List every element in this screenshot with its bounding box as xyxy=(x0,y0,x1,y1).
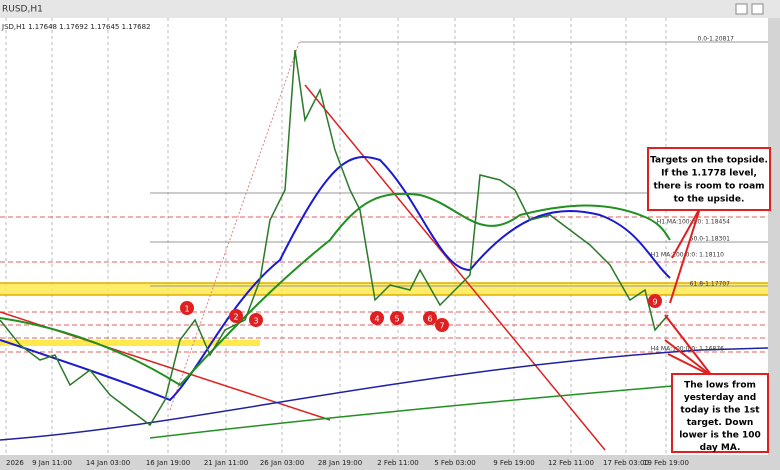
ma-h1-100 xyxy=(0,156,671,402)
x-tick-label: 2026 xyxy=(6,459,24,467)
x-axis: 2026 9 Jan 11:00 14 Jan 03:00 16 Jan 19:00 2… xyxy=(6,459,689,467)
annotation-text: yesterday and xyxy=(684,393,756,403)
x-tick-label: 2 Feb 11:00 xyxy=(377,459,418,467)
x-tick-label: 21 Jan 11:00 xyxy=(204,459,248,467)
marker-circle xyxy=(370,311,384,325)
fib-anchor xyxy=(169,39,301,411)
marker-label: 7 xyxy=(439,322,444,331)
plot-area xyxy=(0,18,768,455)
ohlc-info: JSD,H1 1.17648 1.17692 1.17645 1.17682 xyxy=(1,23,151,31)
grid xyxy=(5,18,667,455)
arrows xyxy=(664,207,713,377)
x-tick-label: 9 Feb 19:00 xyxy=(493,459,534,467)
annotations: Targets on the topside. If the 1.1778 lev… xyxy=(650,156,768,454)
marker-label: 3 xyxy=(253,317,258,326)
x-tick-label: 9 Jan 11:00 xyxy=(32,459,72,467)
price-path xyxy=(0,49,669,427)
level-labels: 0.0-1.20817 H1 MA:100:0:0: 1.18454 50.0-1.… xyxy=(651,36,734,353)
annotation-text: there is room to roam xyxy=(653,182,764,192)
support-band xyxy=(0,283,768,295)
minimize-button[interactable] xyxy=(735,3,748,15)
marker-label: 4 xyxy=(374,315,379,324)
marker-label: 6 xyxy=(427,315,432,324)
annotation-text: If the 1.1778 level, xyxy=(661,169,757,179)
marker-circle xyxy=(180,301,194,315)
annotation-text: today is the 1st xyxy=(680,406,760,416)
marker-circle xyxy=(229,309,243,323)
marker-circle xyxy=(648,294,662,308)
level-label: H1 MA:100:0:0: 1.18454 xyxy=(657,219,730,226)
annotation-text: to the upside. xyxy=(674,195,745,205)
x-tick-label: 17 Feb 03:00 xyxy=(603,459,649,467)
ma-h4-100 xyxy=(0,347,769,441)
annotation-text: day MA. xyxy=(700,443,741,453)
annotation-text: The lows from xyxy=(684,381,756,391)
x-tick-label: 5 Feb 03:00 xyxy=(434,459,475,467)
marker-label: 2 xyxy=(233,313,238,322)
x-tick-label: 28 Jan 19:00 xyxy=(318,459,362,467)
marker-circle xyxy=(435,318,449,332)
marker-label: 5 xyxy=(394,315,399,324)
marker-label: 1 xyxy=(184,305,189,314)
title-bar xyxy=(0,0,780,18)
marker-circle xyxy=(423,311,437,325)
maximize-button[interactable] xyxy=(751,3,764,15)
window-title: RUSD,H1 xyxy=(2,5,43,15)
x-tick-label: 14 Jan 03:00 xyxy=(86,459,130,467)
ma-h1-200 xyxy=(0,192,671,387)
marker-circle xyxy=(249,313,263,327)
marker-label: 9 xyxy=(652,298,657,307)
ma-h4-200 xyxy=(149,377,769,439)
low-band xyxy=(0,340,260,346)
annotation-text: lower is the 100 xyxy=(679,431,761,441)
level-label: 0.0-1.20817 xyxy=(697,36,734,43)
x-tick-label: 19 Feb 19:00 xyxy=(643,459,689,467)
annotation-box xyxy=(671,373,769,453)
annotation-text: target. Down xyxy=(687,418,754,428)
level-label: H4 MA:100:0:0: 1.16876 xyxy=(651,346,724,353)
level-label: 61.8-1.17707 xyxy=(690,281,731,288)
x-tick-label: 12 Feb 11:00 xyxy=(548,459,594,467)
marker-circle xyxy=(390,311,404,325)
annotation-box xyxy=(647,147,771,211)
x-tick-label: 26 Jan 03:00 xyxy=(260,459,304,467)
level-label: 50.0-1.18301 xyxy=(690,236,731,243)
red-levels xyxy=(0,216,768,353)
x-tick-label: 16 Jan 19:00 xyxy=(146,459,190,467)
trend-line xyxy=(304,84,606,451)
markers: 1 2 3 4 5 67 9 xyxy=(180,294,662,332)
level-label: H1 MA:100:0:0: 1.18110 xyxy=(651,252,724,259)
annotation-text: Targets on the topside. xyxy=(650,156,768,166)
